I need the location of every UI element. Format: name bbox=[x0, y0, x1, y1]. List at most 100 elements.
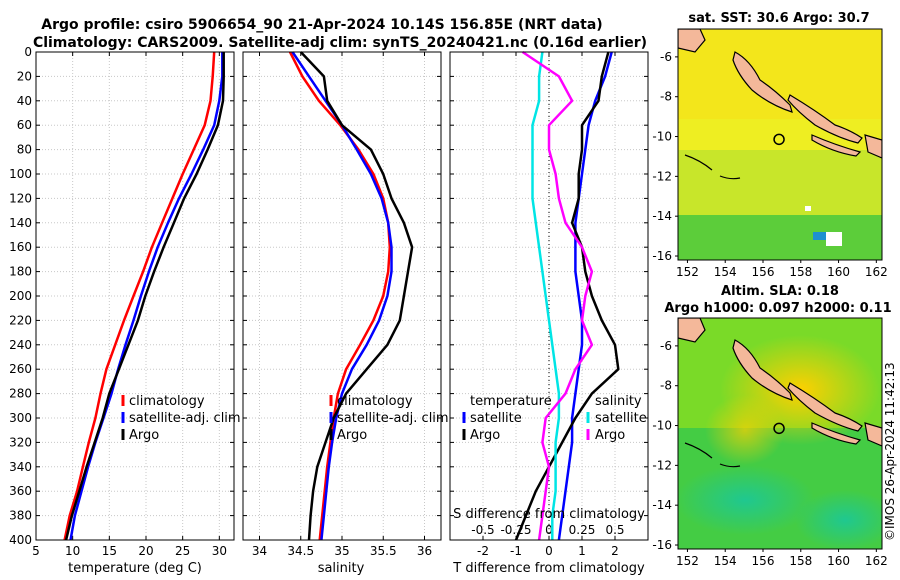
figure-title-line1: Argo profile: csiro 5906654_90 21-Apr-20… bbox=[41, 17, 602, 33]
x-top-tick-label: 0 bbox=[545, 523, 553, 537]
sla-low-anomaly bbox=[678, 465, 815, 535]
x-top-tick-label: -0.5 bbox=[471, 523, 494, 537]
sst-cold-patch bbox=[813, 232, 827, 240]
sst-map-axes: 152 154 156 158 160 162 -6 -8 -10 -12 -14 -16 bbox=[652, 50, 887, 279]
y-tick-label: 300 bbox=[9, 411, 32, 425]
legend-label-s-satellite: satellite bbox=[595, 411, 647, 426]
x-tick-label: -2 bbox=[477, 544, 489, 558]
x-tick-label: 35 bbox=[334, 544, 349, 558]
map-y-tick-label: -10 bbox=[652, 130, 672, 144]
series-line-t-argo bbox=[514, 51, 620, 541]
y-tick-label: 20 bbox=[17, 69, 32, 83]
imos-credit: ©IMOS 26-Apr-2024 11:42:13 bbox=[883, 362, 897, 541]
y-tick-label: 80 bbox=[17, 143, 32, 157]
map-x-tick-label: 154 bbox=[714, 265, 737, 279]
legend-label-climatology: climatology bbox=[337, 394, 413, 409]
x-top-tick-label: 0.25 bbox=[569, 523, 596, 537]
sst-map-title: sat. SST: 30.6 Argo: 30.7 bbox=[688, 11, 869, 26]
series-line-satellite-adj-clim bbox=[291, 51, 393, 541]
y-tick-label: 380 bbox=[9, 509, 32, 523]
map-y-tick-label: -8 bbox=[660, 90, 672, 104]
legend-label-salinity: salinity bbox=[595, 394, 642, 409]
map-x-tick-label: 158 bbox=[789, 554, 812, 568]
sst-argo-position-marker bbox=[773, 133, 785, 146]
y-tick-label: 140 bbox=[9, 216, 32, 230]
sst-coast-northwest bbox=[678, 29, 706, 53]
y-tick-label: 160 bbox=[9, 240, 32, 254]
sla-map-frame bbox=[677, 317, 883, 550]
sla-coast-northwest bbox=[678, 318, 706, 343]
map-x-tick-label: 152 bbox=[676, 554, 699, 568]
y-tick-label: 200 bbox=[9, 289, 32, 303]
y-tick-label: 280 bbox=[9, 387, 32, 401]
legend-label-argo: Argo bbox=[129, 428, 159, 443]
legend-label-s-argo: Argo bbox=[595, 428, 625, 443]
series-line-argo bbox=[299, 51, 414, 541]
map-y-tick-label: -16 bbox=[652, 249, 672, 263]
temperature-panel: 0 20 40 60 80 100 120 140 160 180 200 220 240 260 280 3… bbox=[9, 45, 235, 558]
plot-frame bbox=[242, 51, 442, 541]
legend-label-t-argo: Argo bbox=[470, 428, 500, 443]
sla-low-anomaly bbox=[795, 490, 882, 549]
map-x-tick-label: 156 bbox=[752, 554, 775, 568]
y-tick-label: 220 bbox=[9, 313, 32, 327]
sst-mid-band bbox=[678, 150, 882, 220]
figure-title-line2: Climatology: CARS2009. Satellite-adj cli… bbox=[33, 35, 647, 51]
sst-cool-band bbox=[678, 215, 882, 260]
map-y-tick-label: -8 bbox=[660, 379, 672, 393]
y-tick-label: 320 bbox=[9, 435, 32, 449]
plot-frame bbox=[35, 51, 235, 541]
series-line-s-argo bbox=[521, 50, 594, 541]
temperature-xlabel: temperature (deg C) bbox=[68, 561, 202, 576]
map-x-tick-label: 162 bbox=[865, 265, 888, 279]
x-tick-label: 10 bbox=[65, 544, 80, 558]
salinity-panel: 34 34.5 35 35.5 36 bbox=[242, 51, 442, 558]
sla-map-axes: 152 154 156 158 160 162 -6 -8 -10 -12 -14 -16 bbox=[652, 339, 887, 568]
salinity-legend: climatology satellite-adj. clim Argo bbox=[329, 394, 449, 443]
sst-coast-island3 bbox=[811, 134, 862, 157]
sst-coast-east bbox=[864, 134, 882, 159]
sst-missing-data bbox=[826, 232, 842, 246]
map-x-tick-label: 162 bbox=[865, 554, 888, 568]
x-tick-label: 15 bbox=[102, 544, 117, 558]
map-y-tick-label: -16 bbox=[652, 538, 672, 552]
series-line-s-satellite bbox=[531, 51, 561, 540]
x-tick-label: 36 bbox=[417, 544, 432, 558]
y-tick-label: 40 bbox=[17, 94, 32, 108]
series-line-argo bbox=[64, 52, 225, 541]
legend-label-satellite: satellite-adj. clim bbox=[129, 411, 241, 426]
x-tick-label: 30 bbox=[212, 544, 227, 558]
y-tick-label: 120 bbox=[9, 191, 32, 205]
x-tick-label: 5 bbox=[32, 544, 40, 558]
x-top-tick-label: -0.25 bbox=[500, 523, 531, 537]
sla-coast-east bbox=[864, 422, 882, 447]
x-tick-label: -1 bbox=[510, 544, 522, 558]
legend-label-temperature: temperature bbox=[470, 394, 552, 409]
sla-argo-position-marker bbox=[773, 422, 785, 435]
sst-coast-island1 bbox=[732, 51, 793, 113]
sla-coast-island2 bbox=[787, 382, 863, 432]
x-tick-label: 35.5 bbox=[370, 544, 397, 558]
x-tick-label: 2 bbox=[611, 544, 619, 558]
sst-missing-data bbox=[805, 206, 811, 211]
y-tick-label: 0 bbox=[24, 45, 32, 59]
map-y-tick-label: -12 bbox=[652, 458, 672, 472]
sla-map-title-line1: Altim. SLA: 0.18 bbox=[721, 284, 839, 299]
map-y-tick-label: -10 bbox=[652, 419, 672, 433]
sla-map bbox=[678, 318, 882, 549]
map-x-tick-label: 158 bbox=[789, 265, 812, 279]
difference-top-xlabel: S difference from climatology bbox=[453, 507, 645, 522]
sst-coast-island2 bbox=[787, 94, 863, 144]
series-line-climatology bbox=[63, 51, 216, 541]
map-y-tick-label: -12 bbox=[652, 169, 672, 183]
y-tick-label: 260 bbox=[9, 362, 32, 376]
legend-label-t-satellite: satellite bbox=[470, 411, 522, 426]
sla-coast-island1 bbox=[732, 339, 793, 401]
y-tick-label: 180 bbox=[9, 265, 32, 279]
sla-high-anomaly bbox=[705, 395, 785, 465]
difference-legend: temperature satellite Argo salinity sate… bbox=[462, 394, 647, 443]
y-tick-label: 340 bbox=[9, 460, 32, 474]
plot-frame bbox=[449, 51, 649, 541]
sst-map bbox=[678, 29, 882, 260]
